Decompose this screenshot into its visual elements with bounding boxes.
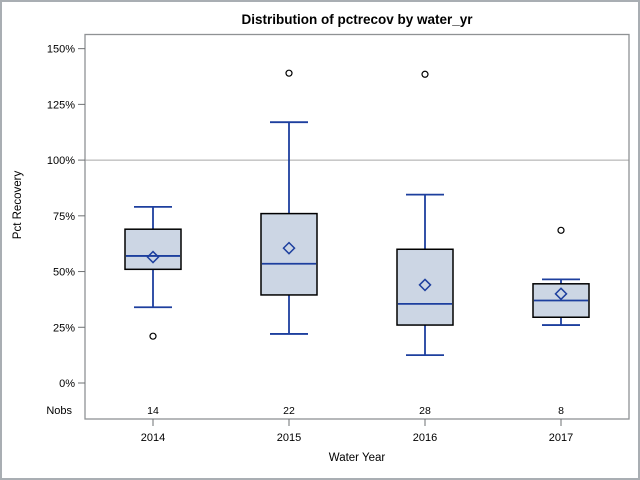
y-axis-label: Pct Recovery <box>12 171 24 240</box>
plot-frame <box>84 33 630 420</box>
y-tick-label: 25% <box>53 322 75 334</box>
y-tick-label: 100% <box>47 155 75 167</box>
plot-area: 0% 25% 50% 75% 100% 125% 150% 2014 14 2015 22 2016 2… <box>47 33 630 444</box>
y-tick-label: 75% <box>53 211 75 223</box>
box-2015 <box>260 212 318 296</box>
mean-marker <box>554 287 568 301</box>
mean-marker <box>146 250 160 264</box>
mean-marker <box>282 241 296 255</box>
outlier-point <box>149 332 157 340</box>
mean-marker <box>418 278 432 292</box>
nobs-value: 28 <box>419 405 431 417</box>
x-tick-label: 2017 <box>549 432 573 444</box>
outlier-point <box>285 69 293 77</box>
y-tick-label: 125% <box>47 99 75 111</box>
x-tick-label: 2014 <box>141 432 165 444</box>
outlier-point <box>421 70 429 78</box>
x-tick-label: 2015 <box>277 432 301 444</box>
y-tick-label: 150% <box>47 44 75 56</box>
nobs-row-label: Nobs <box>46 405 72 417</box>
y-tick-label: 0% <box>59 378 75 390</box>
x-axis-label: Water Year <box>329 452 386 464</box>
chart-title: Distribution of pctrecov by water_yr <box>241 12 473 27</box>
box-2016 <box>396 248 454 326</box>
outlier-point <box>557 226 565 234</box>
nobs-value: 14 <box>147 405 159 417</box>
x-tick-label: 2016 <box>413 432 437 444</box>
nobs-value: 8 <box>558 405 564 417</box>
nobs-value: 22 <box>283 405 295 417</box>
y-tick-label: 50% <box>53 267 75 279</box>
